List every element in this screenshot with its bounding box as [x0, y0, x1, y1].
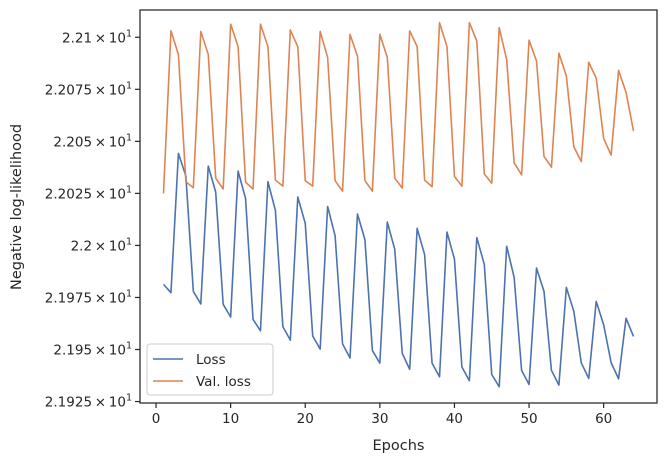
- series-line-loss: [162, 152, 635, 388]
- y-tick-base: 10: [109, 290, 126, 306]
- x-tick-label: 40: [446, 411, 463, 427]
- y-tick-label: 2.1975 × 101: [45, 288, 132, 306]
- y-tick-exponent: 1: [126, 132, 132, 143]
- x-axis-label: Epochs: [373, 438, 425, 454]
- y-tick-label: 2.1925 × 101: [45, 393, 132, 411]
- y-tick-times: ×: [92, 238, 109, 254]
- y-tick-times: ×: [92, 290, 109, 306]
- y-tick-exponent: 1: [126, 393, 132, 404]
- legend-label-loss: Loss: [196, 352, 226, 368]
- y-tick-base: 10: [109, 30, 126, 46]
- y-tick-exponent: 1: [126, 236, 132, 247]
- x-tick-label: 0: [152, 411, 161, 427]
- y-tick-mantissa: 2.205: [53, 134, 92, 150]
- series-line-val-loss: [162, 21, 635, 194]
- y-tick-label: 2.195 × 101: [53, 341, 132, 359]
- x-tick-label: 10: [222, 411, 239, 427]
- y-tick-mantissa: 2.1975: [45, 290, 92, 306]
- y-tick-times: ×: [92, 186, 109, 202]
- plot-frame: [139, 9, 658, 404]
- y-tick-label: 2.2 × 101: [71, 236, 132, 254]
- x-tick-label: 60: [595, 411, 612, 427]
- y-tick-times: ×: [92, 395, 109, 411]
- y-tick-exponent: 1: [126, 184, 132, 195]
- y-tick-times: ×: [92, 343, 109, 359]
- y-tick-label: 2.21 × 101: [62, 28, 132, 46]
- legend-box: [146, 343, 274, 396]
- y-tick-times: ×: [92, 30, 109, 46]
- y-tick-base: 10: [109, 343, 126, 359]
- legend-label-val-loss: Val. loss: [196, 374, 251, 390]
- y-tick-mantissa: 2.21: [62, 30, 92, 46]
- y-tick-mantissa: 2.195: [53, 343, 92, 359]
- y-tick-mantissa: 2.2075: [45, 82, 92, 98]
- y-tick-label: 2.205 × 101: [53, 132, 132, 150]
- x-tick-label: 20: [297, 411, 314, 427]
- series-layer: [162, 21, 635, 388]
- legend: Loss Val. loss: [146, 343, 274, 396]
- x-axis-ticks: 0 10 20 30 40 50 60: [152, 403, 612, 427]
- y-tick-times: ×: [92, 82, 109, 98]
- x-tick-label: 50: [520, 411, 537, 427]
- y-tick-base: 10: [109, 134, 126, 150]
- x-tick-label: 30: [371, 411, 388, 427]
- y-tick-base: 10: [109, 238, 126, 254]
- y-tick-label: 2.2025 × 101: [45, 184, 132, 202]
- y-tick-mantissa: 2.2: [71, 238, 92, 254]
- y-tick-base: 10: [109, 186, 126, 202]
- y-tick-exponent: 1: [126, 288, 132, 299]
- y-axis-label: Negative log-likelihood: [9, 124, 25, 290]
- y-tick-label: 2.2075 × 101: [45, 80, 132, 98]
- y-tick-times: ×: [92, 134, 109, 150]
- y-tick-mantissa: 2.2025: [45, 186, 92, 202]
- y-tick-exponent: 1: [126, 28, 132, 39]
- y-tick-base: 10: [109, 395, 126, 411]
- y-tick-exponent: 1: [126, 80, 132, 91]
- y-tick-mantissa: 2.1925: [45, 395, 92, 411]
- y-tick-exponent: 1: [126, 341, 132, 352]
- y-tick-base: 10: [109, 82, 126, 98]
